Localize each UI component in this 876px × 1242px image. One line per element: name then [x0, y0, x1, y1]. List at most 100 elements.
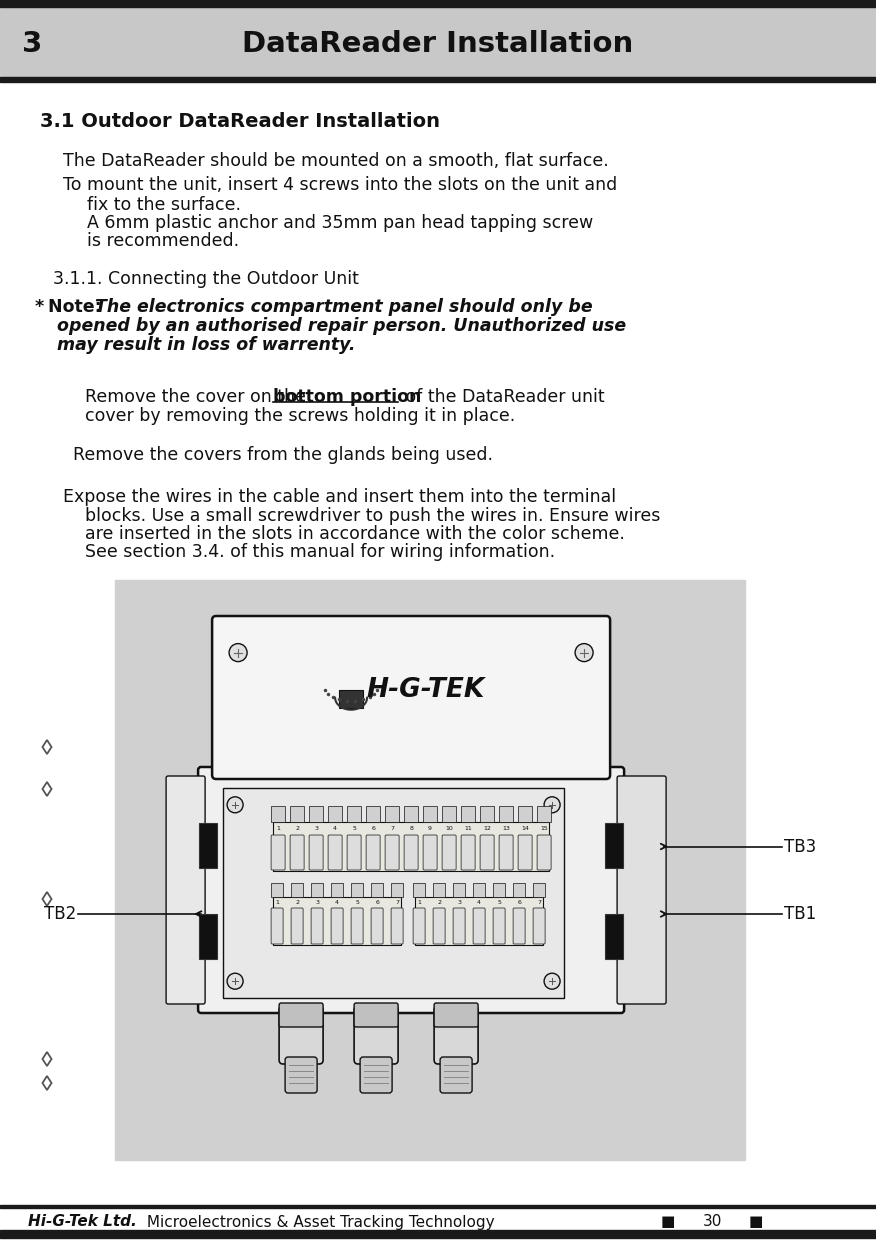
Text: cover by removing the screws holding it in place.: cover by removing the screws holding it … [85, 407, 515, 425]
FancyBboxPatch shape [271, 835, 285, 869]
Text: 9: 9 [428, 826, 432, 831]
FancyBboxPatch shape [493, 908, 505, 944]
Bar [331, 883, 343, 897]
FancyBboxPatch shape [331, 908, 343, 944]
FancyBboxPatch shape [413, 908, 425, 944]
FancyBboxPatch shape [440, 1057, 472, 1093]
Text: 4: 4 [336, 900, 339, 905]
Text: 1: 1 [276, 826, 280, 831]
FancyBboxPatch shape [480, 835, 494, 869]
Text: ■: ■ [661, 1215, 675, 1230]
Bar [223, 787, 564, 999]
Bar [115, 580, 745, 1160]
Text: 12: 12 [484, 826, 491, 831]
FancyBboxPatch shape [518, 835, 532, 869]
FancyBboxPatch shape [347, 835, 361, 869]
FancyBboxPatch shape [371, 908, 383, 944]
FancyBboxPatch shape [354, 1004, 398, 1027]
Text: 4: 4 [477, 900, 481, 905]
Text: 7: 7 [390, 826, 394, 831]
FancyBboxPatch shape [271, 908, 283, 944]
Bar [423, 806, 437, 822]
Text: 3.1.1. Connecting the Outdoor Unit: 3.1.1. Connecting the Outdoor Unit [53, 270, 359, 288]
Bar [0, 77, 876, 82]
Bar [0, 1230, 876, 1238]
FancyBboxPatch shape [279, 1006, 323, 1064]
Text: ■: ■ [749, 1215, 763, 1230]
Text: opened by an authorised repair person. Unauthorized use: opened by an authorised repair person. U… [57, 317, 626, 335]
Bar [199, 822, 217, 868]
Bar [453, 883, 465, 897]
Text: 3: 3 [315, 900, 319, 905]
Text: 7: 7 [395, 900, 399, 905]
FancyBboxPatch shape [212, 616, 610, 779]
Bar [415, 897, 543, 945]
Bar [271, 883, 283, 897]
Text: 4: 4 [333, 826, 337, 831]
FancyBboxPatch shape [366, 835, 380, 869]
Text: of the DataReader unit: of the DataReader unit [400, 388, 604, 406]
Text: 3: 3 [22, 30, 42, 58]
FancyBboxPatch shape [354, 1006, 398, 1064]
Text: Microelectronics & Asset Tracking Technology: Microelectronics & Asset Tracking Techno… [142, 1215, 495, 1230]
Text: Expose the wires in the cable and insert them into the terminal: Expose the wires in the cable and insert… [63, 488, 616, 505]
Text: Remove the cover on the: Remove the cover on the [85, 388, 311, 406]
Bar [433, 883, 445, 897]
FancyBboxPatch shape [434, 1004, 478, 1027]
Text: 6: 6 [517, 900, 521, 905]
FancyBboxPatch shape [617, 776, 666, 1004]
FancyBboxPatch shape [279, 1004, 323, 1027]
FancyBboxPatch shape [442, 835, 456, 869]
Bar [199, 914, 217, 959]
Text: 6: 6 [375, 900, 379, 905]
Text: A 6mm plastic anchor and 35mm pan head tapping screw: A 6mm plastic anchor and 35mm pan head t… [87, 214, 593, 232]
Text: 15: 15 [540, 826, 548, 831]
Text: 2: 2 [437, 900, 442, 905]
Bar [513, 883, 525, 897]
FancyBboxPatch shape [434, 1006, 478, 1064]
Bar [273, 897, 401, 945]
Text: 11: 11 [464, 826, 472, 831]
FancyBboxPatch shape [311, 908, 323, 944]
Text: 7: 7 [537, 900, 541, 905]
FancyBboxPatch shape [360, 1057, 392, 1093]
Bar [309, 806, 323, 822]
Text: 14: 14 [521, 826, 529, 831]
FancyBboxPatch shape [473, 908, 485, 944]
Bar [371, 883, 383, 897]
Text: *: * [35, 298, 50, 315]
Bar [404, 806, 418, 822]
Bar [533, 883, 545, 897]
FancyBboxPatch shape [166, 776, 205, 1004]
Text: The electronics compartment panel should only be: The electronics compartment panel should… [95, 298, 593, 315]
Bar [413, 883, 425, 897]
Text: may result in loss of warrenty.: may result in loss of warrenty. [57, 337, 356, 354]
Text: TB1: TB1 [784, 905, 816, 923]
FancyBboxPatch shape [285, 1057, 317, 1093]
FancyBboxPatch shape [499, 835, 513, 869]
FancyBboxPatch shape [291, 908, 303, 944]
Bar [461, 806, 475, 822]
Text: 5: 5 [352, 826, 356, 831]
Bar [290, 806, 304, 822]
Text: 6: 6 [371, 826, 375, 831]
Text: Note:: Note: [48, 298, 108, 315]
Text: 3: 3 [457, 900, 461, 905]
Text: are inserted in the slots in accordance with the color scheme.: are inserted in the slots in accordance … [85, 525, 625, 543]
Text: The DataReader should be mounted on a smooth, flat surface.: The DataReader should be mounted on a sm… [63, 152, 609, 170]
Text: bottom portion: bottom portion [273, 388, 421, 406]
Bar [311, 883, 323, 897]
Text: H-G-TEK: H-G-TEK [367, 677, 485, 703]
Text: See section 3.4. of this manual for wiring information.: See section 3.4. of this manual for wiri… [85, 543, 555, 561]
FancyBboxPatch shape [461, 835, 475, 869]
Bar [499, 806, 513, 822]
Circle shape [230, 643, 247, 662]
Bar [351, 883, 363, 897]
Bar [493, 883, 505, 897]
Bar [328, 806, 343, 822]
FancyBboxPatch shape [328, 835, 343, 869]
Text: Remove the covers from the glands being used.: Remove the covers from the glands being … [73, 446, 493, 465]
Text: TB3: TB3 [784, 837, 816, 856]
Bar [518, 806, 532, 822]
FancyBboxPatch shape [537, 835, 551, 869]
